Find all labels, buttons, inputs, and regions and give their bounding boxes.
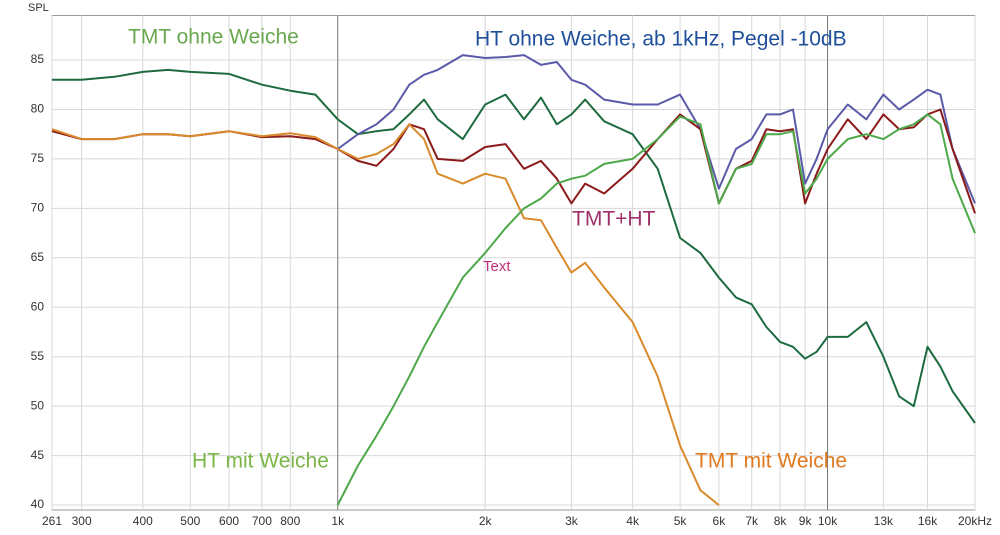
y-tick-label: 85 xyxy=(31,52,45,66)
x-tick-label: 6k xyxy=(713,514,727,528)
series-label: TMT+HT xyxy=(572,208,656,231)
x-tick-label: 500 xyxy=(180,514,200,528)
y-tick-label: 50 xyxy=(31,398,45,412)
x-tick-label: 9k xyxy=(799,514,813,528)
x-tick-label: 2k xyxy=(479,514,493,528)
y-tick-label: 65 xyxy=(31,250,45,264)
x-tick-label: 261 xyxy=(42,514,62,528)
series-line xyxy=(51,108,976,214)
x-tick-label: 20kHz xyxy=(958,514,992,528)
series-label: HT ohne Weiche, ab 1kHz, Pegel -10dB xyxy=(475,28,847,51)
x-tick-label: 10k xyxy=(818,514,838,528)
y-tick-label: 70 xyxy=(31,201,45,215)
y-tick-label: 55 xyxy=(31,349,45,363)
series-label: TMT mit Weiche xyxy=(695,450,847,473)
x-tick-label: 7k xyxy=(745,514,759,528)
series-label: TMT ohne Weiche xyxy=(128,26,299,49)
y-tick-label: 80 xyxy=(31,102,45,116)
x-tick-label: 5k xyxy=(674,514,688,528)
x-tick-label: 4k xyxy=(626,514,640,528)
y-tick-label: 60 xyxy=(31,299,45,313)
x-tick-label: 800 xyxy=(280,514,300,528)
x-tick-label: 13k xyxy=(874,514,894,528)
x-tick-label: 600 xyxy=(219,514,239,528)
annotation: Text xyxy=(483,258,511,275)
y-tick-label: 75 xyxy=(31,151,45,165)
y-axis-label: SPL xyxy=(28,2,49,14)
y-tick-label: 45 xyxy=(31,448,45,462)
series-line xyxy=(51,123,720,506)
y-tick-label: 40 xyxy=(31,497,45,511)
x-tick-label: 3k xyxy=(565,514,579,528)
x-tick-label: 8k xyxy=(774,514,788,528)
series-line xyxy=(336,113,976,506)
series-label: HT mit Weiche xyxy=(192,450,329,473)
x-tick-label: 700 xyxy=(252,514,272,528)
series-line xyxy=(337,54,976,204)
x-tick-label: 300 xyxy=(72,514,92,528)
x-tick-label: 400 xyxy=(133,514,153,528)
x-tick-label: 16k xyxy=(918,514,938,528)
x-tick-label: 1k xyxy=(331,514,345,528)
series-line xyxy=(52,68,976,424)
plot-area xyxy=(51,15,976,511)
